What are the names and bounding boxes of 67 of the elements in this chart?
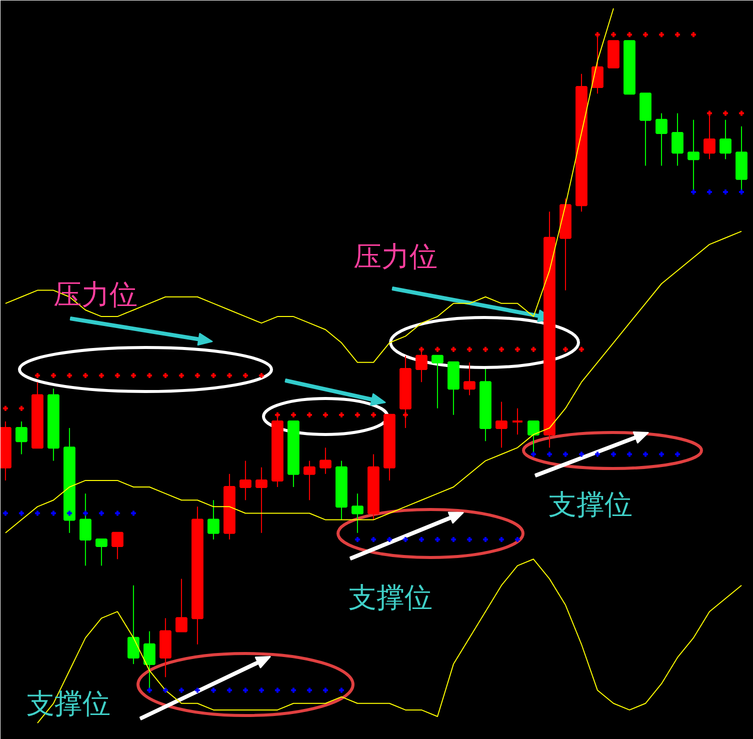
annotation: 压力位 <box>354 240 438 273</box>
point <box>498 346 505 353</box>
point <box>178 686 185 694</box>
point <box>322 411 329 418</box>
point <box>402 411 409 418</box>
point <box>306 411 313 418</box>
point <box>722 110 729 117</box>
point <box>306 686 313 694</box>
point <box>18 404 25 412</box>
annotation: 支撑位 <box>26 687 110 720</box>
point <box>146 686 153 694</box>
candlestick <box>672 112 684 166</box>
annotation: 支撑位 <box>348 581 432 614</box>
candlestick <box>352 493 364 534</box>
point <box>210 686 217 694</box>
candlestick <box>720 119 732 160</box>
point <box>98 510 105 517</box>
candlestick <box>432 354 444 409</box>
candlestick <box>320 447 332 474</box>
point <box>466 346 473 353</box>
point <box>738 110 745 117</box>
candlestick <box>80 493 92 566</box>
candlestick <box>240 460 252 501</box>
annotation: 支撑位 <box>548 488 632 521</box>
candlestick <box>656 112 668 166</box>
point <box>274 686 281 694</box>
point <box>482 346 489 353</box>
point <box>290 411 297 418</box>
point <box>130 510 137 517</box>
candlestick <box>128 584 140 665</box>
point <box>34 510 41 517</box>
point <box>514 346 521 353</box>
point <box>242 686 249 694</box>
point <box>66 510 73 517</box>
point <box>162 686 169 694</box>
point <box>530 346 537 353</box>
candlestick <box>208 500 220 540</box>
point <box>2 404 9 412</box>
point <box>194 686 201 694</box>
point <box>82 510 89 517</box>
point <box>2 510 9 517</box>
point <box>258 686 265 694</box>
point <box>562 450 569 458</box>
point <box>562 346 569 353</box>
point <box>530 450 537 458</box>
point <box>114 510 121 517</box>
point <box>338 411 345 418</box>
point <box>354 411 361 418</box>
point <box>434 346 441 353</box>
point <box>50 510 57 517</box>
point <box>338 686 345 694</box>
candlestick <box>256 466 268 534</box>
point <box>450 346 457 353</box>
point <box>290 686 297 694</box>
candlestick <box>464 362 476 396</box>
candlestick <box>176 578 188 632</box>
point <box>546 450 553 458</box>
candlestick <box>96 538 108 566</box>
candlestick <box>304 460 316 501</box>
point <box>370 411 377 418</box>
point <box>18 510 25 517</box>
candlestick <box>16 420 28 455</box>
candlestick <box>112 532 124 560</box>
point <box>322 686 329 694</box>
candlestick <box>512 408 524 436</box>
point <box>226 686 233 694</box>
candlestick <box>496 401 508 448</box>
